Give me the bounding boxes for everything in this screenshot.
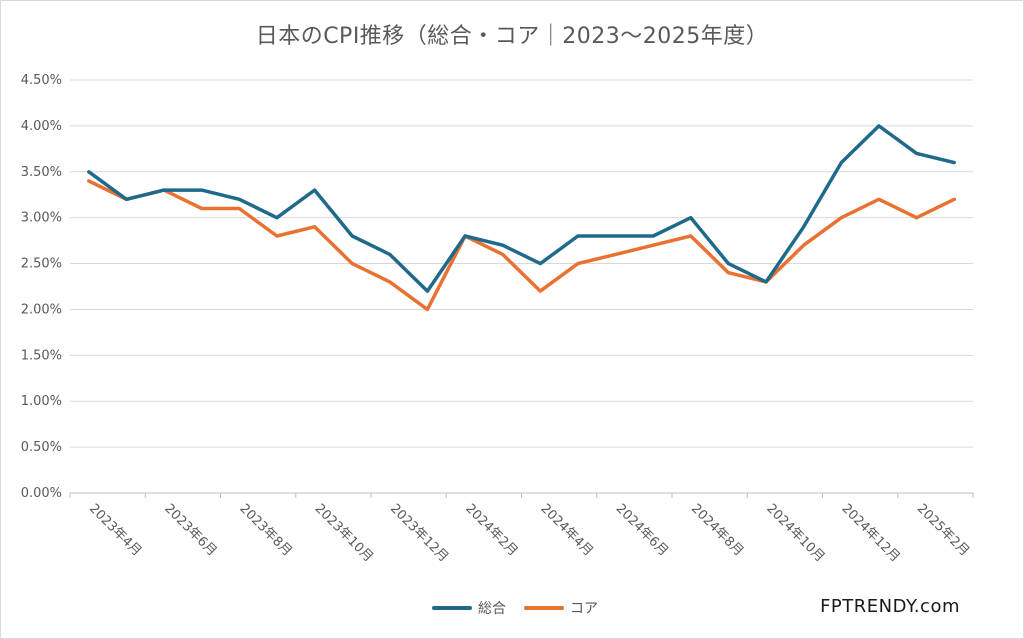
y-tick-label: 4.00% [21,119,62,134]
y-tick-label: 1.00% [21,394,62,409]
y-tick-label: 4.50% [21,73,62,88]
chart-title: 日本のCPI推移（総合・コア｜2023～2025年度） [255,24,769,49]
x-tick-label: 2023年6月 [161,501,219,559]
legend-swatch-core [524,606,564,610]
x-tick-label: 2025年2月 [914,501,972,559]
y-tick-label: 1.50% [21,348,62,363]
legend: 総合 コア [432,598,598,618]
x-tick-label: 2024年6月 [613,501,671,559]
x-tick-label: 2023年4月 [86,501,144,559]
x-tick-label: 2024年8月 [688,501,746,559]
x-tick-label: 2023年8月 [236,501,294,559]
legend-swatch-total [432,606,472,610]
x-tick-label: 2024年10月 [763,501,827,565]
x-tick-label: 2023年12月 [387,501,451,565]
x-tick-label: 2024年4月 [537,501,595,559]
series-lines [87,124,956,312]
x-axis: 2023年4月 2023年6月 2023年8月 2023年10月 2023年12月 202… [69,492,974,565]
gridlines [70,79,973,448]
series-line-1 [87,179,956,312]
series-line-0 [87,124,956,293]
y-tick-label: 3.00% [21,211,62,226]
y-axis-ticks: 0.00% 0.50% 1.00% 1.50% 2.00% 2.50% 3.00% 3.50%… [21,73,62,501]
x-tick-label: 2024年2月 [462,501,520,559]
legend-item-core: コア [524,598,598,618]
y-tick-label: 2.00% [21,302,62,317]
legend-item-total: 総合 [432,598,506,618]
y-tick-label: 0.50% [21,440,62,455]
x-tick-label: 2023年10月 [312,501,376,565]
x-tick-label: 2024年12月 [838,501,902,565]
legend-label-core: コア [570,601,598,617]
legend-label-total: 総合 [478,601,506,617]
brand-watermark: FPTRENDY.com [820,596,960,617]
y-tick-label: 0.00% [21,486,62,501]
y-tick-label: 3.50% [21,165,62,180]
y-tick-label: 2.50% [21,257,62,272]
